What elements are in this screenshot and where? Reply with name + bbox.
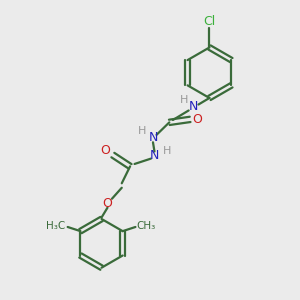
Text: H: H xyxy=(137,126,146,136)
Text: O: O xyxy=(100,144,110,157)
Text: H: H xyxy=(180,95,188,105)
Text: N: N xyxy=(188,100,198,113)
Text: O: O xyxy=(103,197,112,210)
Text: N: N xyxy=(148,131,158,144)
Text: H: H xyxy=(163,146,171,157)
Text: N: N xyxy=(150,148,159,162)
Text: H₃C: H₃C xyxy=(46,221,65,231)
Text: Cl: Cl xyxy=(203,15,216,28)
Text: CH₃: CH₃ xyxy=(137,221,156,231)
Text: O: O xyxy=(193,113,202,126)
